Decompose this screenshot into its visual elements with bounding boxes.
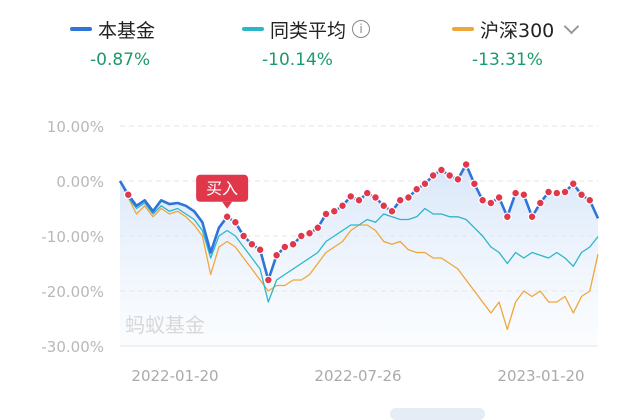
trade-marker xyxy=(371,193,380,202)
trade-marker xyxy=(288,239,298,249)
trade-marker xyxy=(502,212,512,222)
trade-marker xyxy=(544,187,553,197)
trade-marker xyxy=(395,195,405,205)
x-tick-label: 2022-07-26 xyxy=(314,367,401,385)
trade-marker xyxy=(560,187,570,197)
trade-marker xyxy=(247,239,257,249)
y-tick-label: -20.00% xyxy=(41,283,104,301)
trade-marker xyxy=(255,245,265,255)
trade-marker xyxy=(404,193,413,202)
legend-value-fund: -0.87% xyxy=(90,50,151,70)
buy-label: 买入 xyxy=(206,179,238,198)
bottom-handle[interactable] xyxy=(390,408,485,420)
trade-marker xyxy=(478,195,488,205)
trade-marker xyxy=(379,201,389,211)
trade-marker xyxy=(305,228,314,238)
trade-marker xyxy=(313,223,323,233)
trade-marker xyxy=(263,275,273,285)
trade-marker xyxy=(469,179,479,189)
trade-marker xyxy=(585,195,595,205)
trade-marker xyxy=(412,184,422,194)
peer-line xyxy=(119,180,599,303)
trade-marker xyxy=(445,171,455,180)
trade-marker xyxy=(453,174,463,184)
trade-marker xyxy=(486,198,496,208)
trade-marker xyxy=(552,188,562,198)
y-tick-label: 0.00% xyxy=(56,173,104,191)
legend-item-index[interactable]: 沪深300 -13.31% xyxy=(452,14,580,70)
buy-callout xyxy=(196,174,249,202)
trade-marker xyxy=(535,198,545,208)
trade-marker xyxy=(527,212,537,222)
trade-marker xyxy=(387,206,397,216)
trade-marker xyxy=(420,179,430,189)
watermark: 蚂蚁基金 xyxy=(125,313,205,337)
peer-legend-swatch xyxy=(242,27,264,31)
trade-marker xyxy=(568,179,578,189)
y-tick-label: -30.00% xyxy=(41,338,104,356)
trade-marker xyxy=(346,191,356,201)
trade-marker xyxy=(437,165,446,175)
legend-name-peer: 同类平均 xyxy=(270,19,347,42)
trade-marker xyxy=(338,201,347,211)
trade-marker xyxy=(494,193,504,202)
y-tick-label: -10.00% xyxy=(41,228,104,246)
x-tick-label: 2022-01-20 xyxy=(131,367,218,385)
trade-marker xyxy=(272,250,281,260)
legend-name-index: 沪深300 xyxy=(480,19,555,42)
buy-callout-pointer xyxy=(222,201,233,209)
trade-marker xyxy=(329,206,339,216)
fund-legend-swatch xyxy=(70,27,92,31)
y-tick-label: 10.00% xyxy=(47,118,104,136)
trade-marker xyxy=(428,171,438,180)
legend-name-fund: 本基金 xyxy=(98,19,156,42)
trade-marker xyxy=(222,212,232,222)
info-icon[interactable]: i xyxy=(352,20,371,38)
x-tick-label: 2023-01-20 xyxy=(497,367,584,385)
legend-item-fund[interactable]: 本基金 -0.87% xyxy=(70,14,155,70)
legend-value-index: -13.31% xyxy=(472,50,543,70)
trade-marker xyxy=(123,190,133,200)
trade-marker xyxy=(362,188,372,198)
trade-marker xyxy=(280,242,290,252)
trade-marker xyxy=(511,188,520,198)
legend-value-peer: -10.14% xyxy=(262,50,333,70)
trade-marker xyxy=(239,231,249,241)
trade-marker xyxy=(296,231,306,241)
trade-marker xyxy=(230,217,240,227)
trade-marker xyxy=(321,209,331,219)
trade-marker xyxy=(519,190,529,200)
trade-marker xyxy=(354,195,364,205)
index-legend-swatch xyxy=(452,27,474,31)
trade-marker xyxy=(577,190,586,200)
trade-marker xyxy=(461,160,471,169)
fund-area xyxy=(120,164,598,346)
chart-legend: 本基金 -0.87% 同类平均 i -10.14% 沪深300 -13.31% xyxy=(0,14,641,80)
legend-item-peer[interactable]: 同类平均 i -10.14% xyxy=(242,14,371,70)
